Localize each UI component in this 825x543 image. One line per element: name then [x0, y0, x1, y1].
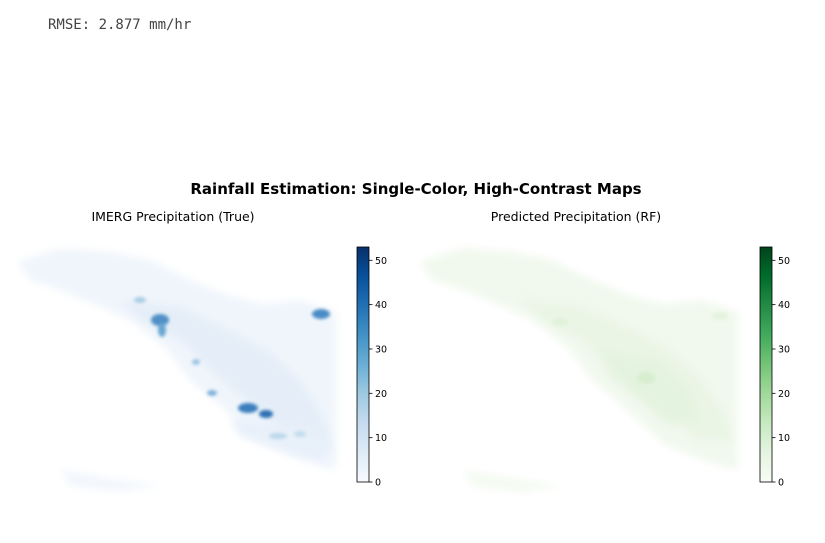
colorbar-imerg-tick-label: 40: [375, 300, 387, 311]
colorbar-predicted: 0 10 20 30 40 50: [759, 246, 790, 489]
colorbar-imerg-tick-label: 30: [375, 344, 387, 355]
colorbar-imerg: 0 10 20 30 40 50: [356, 246, 387, 489]
colorbar-imerg-ticks: 0 10 20 30 40 50: [369, 256, 387, 489]
colorbar-predicted-tick-label: 50: [778, 256, 790, 267]
colorbar-predicted-tick-label: 0: [778, 478, 784, 489]
colorbar-predicted-tick-label: 20: [778, 389, 790, 400]
figure-suptitle: Rainfall Estimation: Single-Color, High-…: [190, 180, 641, 198]
map-title-imerg: IMERG Precipitation (True): [91, 209, 254, 224]
colorbar-predicted-ticks: 0 10 20 30 40 50: [772, 256, 790, 489]
colorbar-predicted-gradient: [759, 246, 773, 483]
colorbar-imerg-tick-label: 0: [375, 478, 381, 489]
colorbar-predicted-tick-label: 40: [778, 300, 790, 311]
colorbar-predicted-tick-label: 30: [778, 344, 790, 355]
colorbar-imerg-tick-label: 50: [375, 256, 387, 267]
colorbar-imerg-tick-label: 20: [375, 389, 387, 400]
map-title-predicted: Predicted Precipitation (RF): [491, 209, 661, 224]
imerg-precipitation-map: [18, 248, 336, 492]
colorbar-imerg-gradient: [356, 246, 370, 483]
rmse-output: RMSE: 2.877 mm/hr: [48, 17, 192, 33]
colorbar-predicted-tick-label: 10: [778, 433, 790, 444]
predicted-precipitation-map: [420, 248, 738, 492]
colorbar-imerg-tick-label: 10: [375, 433, 387, 444]
